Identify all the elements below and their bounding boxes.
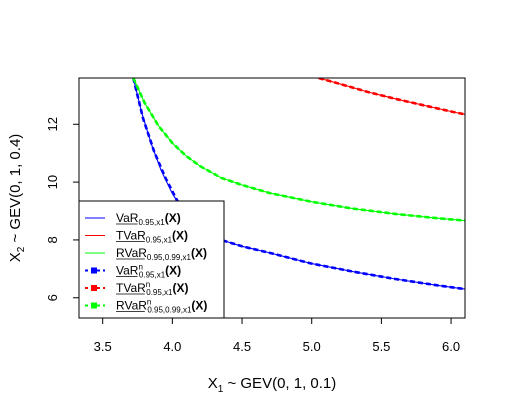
legend-marker-4	[91, 285, 97, 291]
y-tick-label: 8	[45, 236, 60, 243]
legend-label-3: VaRn 0.95,x1(X)	[116, 263, 181, 280]
legend-label-0: VaR0.95,x1(X)	[116, 211, 181, 227]
y-tick-label: 12	[45, 117, 60, 131]
x-axis: 3.5 4.0 4.5 5.0 5.5 6.0	[94, 318, 460, 354]
legend-label-2: RVaR0.95,0.99,x1(X)	[116, 246, 207, 262]
x-tick-label: 4.5	[233, 339, 251, 354]
x-tick-label: 3.5	[94, 339, 112, 354]
legend-label-1: TVaR0.95,x1(X)	[116, 229, 188, 245]
x-tick-label: 6.0	[442, 339, 460, 354]
plot-frame	[78, 77, 466, 319]
legend-label-5: RVaRn 0.95,0.99,x1(X)	[116, 298, 207, 315]
y-axis-title: X2 ~ GEV(0, 1, 0.4)	[7, 134, 27, 263]
legend-marker-3	[91, 267, 97, 274]
y-axis: 6 8 10 12	[45, 117, 79, 301]
legend: VaR0.95,x1(X) TVaR0.95,x1(X)RVaR0.95,0.99…	[78, 200, 225, 319]
series-line-4	[318, 78, 465, 116]
series-line-3	[132, 78, 465, 291]
x-tick-label: 5.5	[372, 339, 390, 354]
legend-label-4: TVaRn 0.95,x1(X)	[116, 280, 189, 297]
y-tick-label: 6	[45, 294, 60, 301]
y-tick-label: 10	[45, 175, 60, 189]
series-line-5	[132, 78, 465, 222]
x-tick-label: 4.0	[163, 339, 181, 354]
legend-box	[78, 200, 225, 319]
x-axis-title: X1 ~ GEV(0, 1, 0.1)	[208, 375, 337, 395]
x-tick-label: 5.0	[303, 339, 321, 354]
legend-marker-5	[91, 302, 97, 309]
